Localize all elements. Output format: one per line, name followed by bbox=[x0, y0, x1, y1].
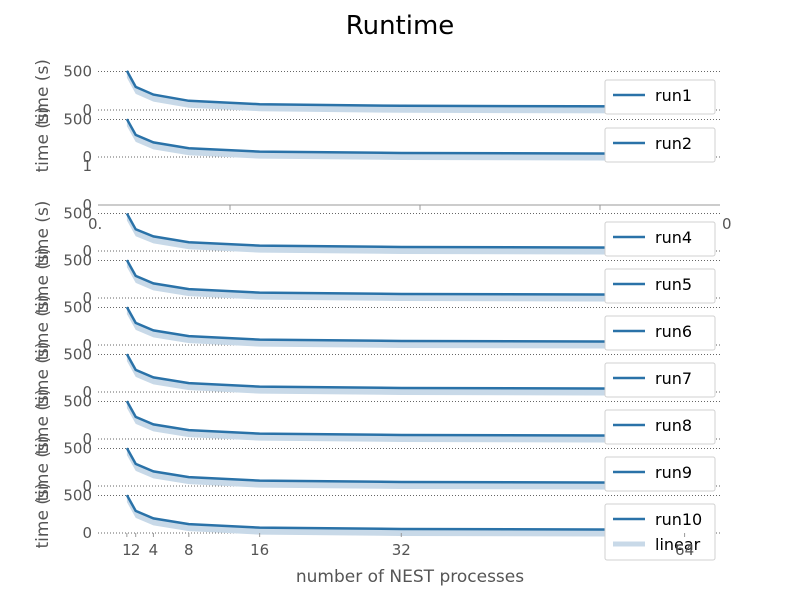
legend: run8 bbox=[604, 409, 716, 445]
x-tick-label: 0 bbox=[722, 215, 732, 233]
x-tick-label: 32 bbox=[392, 541, 411, 559]
legend-label-run1: run1 bbox=[655, 86, 692, 105]
legend-label-run10: run10 bbox=[655, 510, 702, 529]
y-axis-label: time (s) bbox=[33, 436, 53, 502]
y-tick-label: 0 bbox=[82, 196, 92, 214]
chart-panel-2: 0 500 run2 time (s) bbox=[33, 107, 720, 173]
legend-box bbox=[604, 268, 716, 304]
y-axis-label: time (s) bbox=[33, 483, 53, 549]
series-line-run8 bbox=[125, 400, 685, 437]
series-line-run9 bbox=[125, 447, 685, 484]
y-tick-label: 500 bbox=[63, 205, 92, 223]
y-tick-label: 0 bbox=[82, 383, 92, 401]
series-line-run2 bbox=[125, 118, 685, 155]
y-axis-label: time (s) bbox=[33, 107, 53, 173]
series-line-run10 bbox=[125, 494, 685, 531]
legend-label-linear: linear bbox=[655, 535, 701, 554]
y-tick-label: 500 bbox=[63, 440, 92, 458]
series-line-run5 bbox=[125, 259, 685, 296]
series-line-run4 bbox=[125, 212, 685, 249]
y-tick-label: 0 bbox=[82, 289, 92, 307]
y-axis-label: time (s) bbox=[33, 295, 53, 361]
y-tick-label: 0 bbox=[82, 524, 92, 542]
x-tick-label: 64 bbox=[675, 541, 694, 559]
legend-label-run4: run4 bbox=[655, 228, 692, 247]
x-tick-label: 16 bbox=[250, 541, 269, 559]
x-tick-label: 8 bbox=[184, 541, 194, 559]
legend-box bbox=[604, 127, 716, 163]
legend: run2 bbox=[604, 127, 716, 163]
legend-box bbox=[604, 409, 716, 445]
y-tick-label: 500 bbox=[63, 299, 92, 317]
series-line-run7 bbox=[125, 353, 685, 390]
y-tick-label: 500 bbox=[63, 487, 92, 505]
series-line-run1 bbox=[125, 70, 685, 108]
legend-label-run5: run5 bbox=[655, 275, 692, 294]
legend-label-run9: run9 bbox=[655, 463, 692, 482]
legend: run5 bbox=[604, 268, 716, 304]
y-tick-label: 0 bbox=[82, 430, 92, 448]
y-tick-label: 500 bbox=[63, 393, 92, 411]
x-tick-label: 2 bbox=[131, 541, 141, 559]
legend: run6 bbox=[604, 315, 716, 351]
legend-label-run6: run6 bbox=[655, 322, 692, 341]
y-axis-label: time (s) bbox=[33, 389, 53, 455]
legend-box bbox=[604, 221, 716, 257]
series-line-run6 bbox=[125, 306, 685, 343]
x-tick-label: 1 bbox=[122, 541, 132, 559]
y-axis-label: time (s) bbox=[33, 248, 53, 314]
y-tick-label: 500 bbox=[63, 346, 92, 364]
legend-box bbox=[604, 315, 716, 351]
y-tick-label: 1 bbox=[82, 157, 92, 175]
chart-panel-3: 010. 0 bbox=[82, 157, 731, 233]
legend: run10 linear bbox=[604, 503, 716, 561]
x-axis-label: number of NEST processes bbox=[296, 567, 524, 587]
legend: run9 bbox=[604, 456, 716, 492]
legend-label-run2: run2 bbox=[655, 134, 692, 153]
figure-title: Runtime bbox=[346, 11, 455, 41]
y-tick-label: 0 bbox=[82, 336, 92, 354]
legend: run1 bbox=[604, 79, 716, 115]
y-tick-label: 500 bbox=[63, 63, 92, 81]
y-tick-label: 500 bbox=[63, 252, 92, 270]
chart-panel-10: 0 500 run10 linear time (s) 1 2 4 8 16 32 64 number … bbox=[33, 483, 720, 587]
legend-box bbox=[604, 362, 716, 398]
y-tick-label: 0 bbox=[82, 477, 92, 495]
legend: run4 bbox=[604, 221, 716, 257]
y-axis-label: time (s) bbox=[33, 59, 53, 125]
y-axis-label: time (s) bbox=[33, 201, 53, 267]
y-tick-label: 0 bbox=[82, 148, 92, 166]
legend: run7 bbox=[604, 362, 716, 398]
y-tick-label: 0 bbox=[82, 242, 92, 260]
x-tick-label: 0. bbox=[88, 215, 102, 233]
legend-box bbox=[604, 79, 716, 115]
y-tick-label: 500 bbox=[63, 111, 92, 129]
chart-panel-1: 0 500 run1 time (s) bbox=[33, 59, 720, 125]
y-tick-label: 0 bbox=[82, 101, 92, 119]
x-tick-label: 4 bbox=[149, 541, 159, 559]
legend-box bbox=[604, 456, 716, 492]
legend-label-run8: run8 bbox=[655, 416, 692, 435]
legend-label-run7: run7 bbox=[655, 369, 692, 388]
y-axis-label: time (s) bbox=[33, 342, 53, 408]
